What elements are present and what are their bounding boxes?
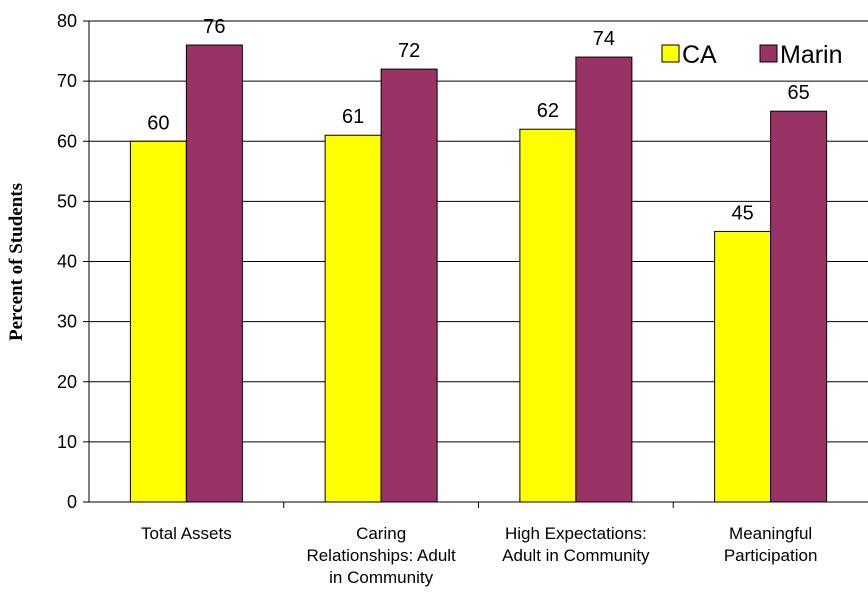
data-label: 74 (593, 28, 615, 50)
x-category-label: Caring (356, 524, 406, 543)
bar-marin-1 (185, 44, 243, 503)
x-category-labels: Total Assets Caring Relationships: Adult in… (141, 524, 817, 587)
bars (129, 44, 828, 503)
y-tick-label: 10 (57, 432, 77, 452)
y-tick-label: 70 (57, 71, 77, 91)
axes (83, 20, 868, 508)
legend-swatch-marin (759, 44, 778, 63)
y-tick-label: 60 (57, 131, 77, 151)
y-tick-label: 30 (57, 312, 77, 332)
x-category-label: Adult in Community (502, 546, 650, 565)
data-label: 65 (788, 82, 810, 104)
data-label: 61 (342, 106, 364, 128)
y-tick-label: 0 (67, 492, 77, 512)
data-label: 76 (203, 16, 225, 38)
bar-marin-3 (575, 56, 633, 503)
bar-ca-4 (714, 230, 772, 503)
bar-marin-2 (380, 68, 438, 503)
y-tick-label: 50 (57, 191, 77, 211)
x-category-label: High Expectations: (505, 524, 647, 543)
y-tick-label: 40 (57, 252, 77, 272)
x-category-label: Total Assets (141, 524, 232, 543)
y-tick-label: 80 (57, 11, 77, 31)
y-tick-labels: 0 10 20 30 40 50 60 70 80 (57, 11, 77, 512)
data-label: 60 (147, 112, 169, 134)
x-category-label: Relationships: Adult (306, 546, 456, 565)
legend-swatch-ca (661, 44, 680, 63)
legend-label-marin: Marin (780, 41, 843, 69)
bar-ca-1 (129, 140, 187, 503)
data-labels: 60 76 61 72 62 74 45 65 (147, 16, 810, 224)
data-label: 45 (732, 202, 754, 224)
bar-ca-2 (324, 134, 382, 503)
data-label: 72 (398, 40, 420, 62)
x-category-label: in Community (329, 568, 433, 587)
x-category-label: Meaningful (729, 524, 812, 543)
bar-marin-4 (770, 110, 828, 503)
y-tick-label: 20 (57, 372, 77, 392)
data-label: 62 (537, 100, 559, 122)
legend-label-ca: CA (682, 41, 717, 69)
x-category-label: Participation (724, 546, 818, 565)
y-axis-label: Percent of Students (6, 183, 27, 341)
legend: CA Marin (661, 41, 843, 69)
bar-ca-3 (519, 128, 577, 503)
